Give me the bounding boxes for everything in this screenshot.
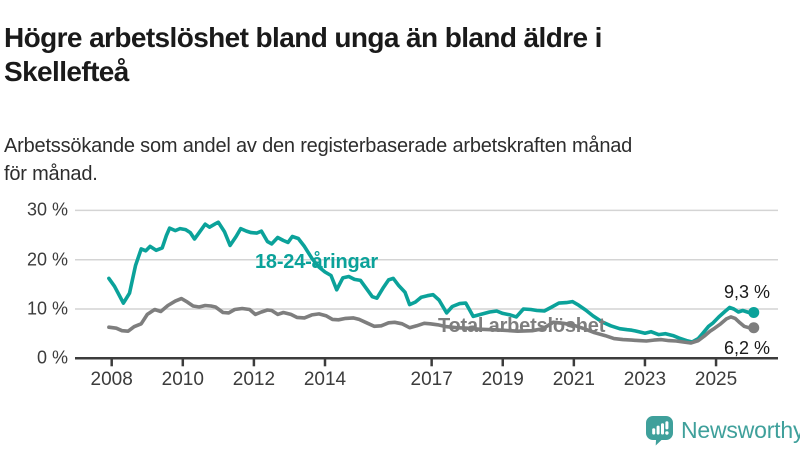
x-axis-label: 2014 <box>303 369 347 390</box>
newsworthy-logo-icon <box>646 416 673 446</box>
x-axis-label: 2010 <box>161 369 204 390</box>
newsworthy-brand-text: Newsworthy <box>681 417 800 443</box>
series-line-1 <box>107 296 751 345</box>
chart-title-line2: Skellefteå <box>4 55 129 87</box>
newsworthy-brand: Newsworthy <box>645 415 800 446</box>
chart-title: Högre arbetslöshet bland unga än bland ä… <box>4 21 796 89</box>
series-end-dot-1 <box>748 322 760 334</box>
end-value-youth: 9,3 % <box>724 282 771 302</box>
x-axis-label: 2019 <box>481 369 524 390</box>
chart-subtitle: Arbetssökande som andel av den registerb… <box>4 132 796 188</box>
chart-title-line1: Högre arbetslöshet bland unga än bland ä… <box>4 21 602 53</box>
x-axis-label: 2017 <box>410 369 453 390</box>
x-axis-label: 2008 <box>90 369 133 390</box>
series-label-total: Total arbetslöshet <box>438 315 606 337</box>
y-axis-label: 20 % <box>26 249 68 270</box>
x-axis-label: 2025 <box>694 369 738 390</box>
chart-subtitle-line1: Arbetssökande som andel av den registerb… <box>4 135 633 157</box>
x-axis-label: 2012 <box>232 369 276 390</box>
series-line-0 <box>107 220 751 344</box>
end-value-total: 6,2 % <box>724 338 771 358</box>
series-label-youth: 18-24-åringar <box>255 251 379 273</box>
chart-subtitle-line2: för månad. <box>4 163 98 185</box>
y-axis-label: 0 % <box>36 347 68 368</box>
y-axis-label: 10 % <box>26 298 68 319</box>
x-axis-label: 2021 <box>552 369 595 390</box>
series-end-dot-0 <box>748 306 760 318</box>
x-axis-label: 2023 <box>623 369 667 390</box>
y-axis-label: 30 % <box>26 199 68 220</box>
